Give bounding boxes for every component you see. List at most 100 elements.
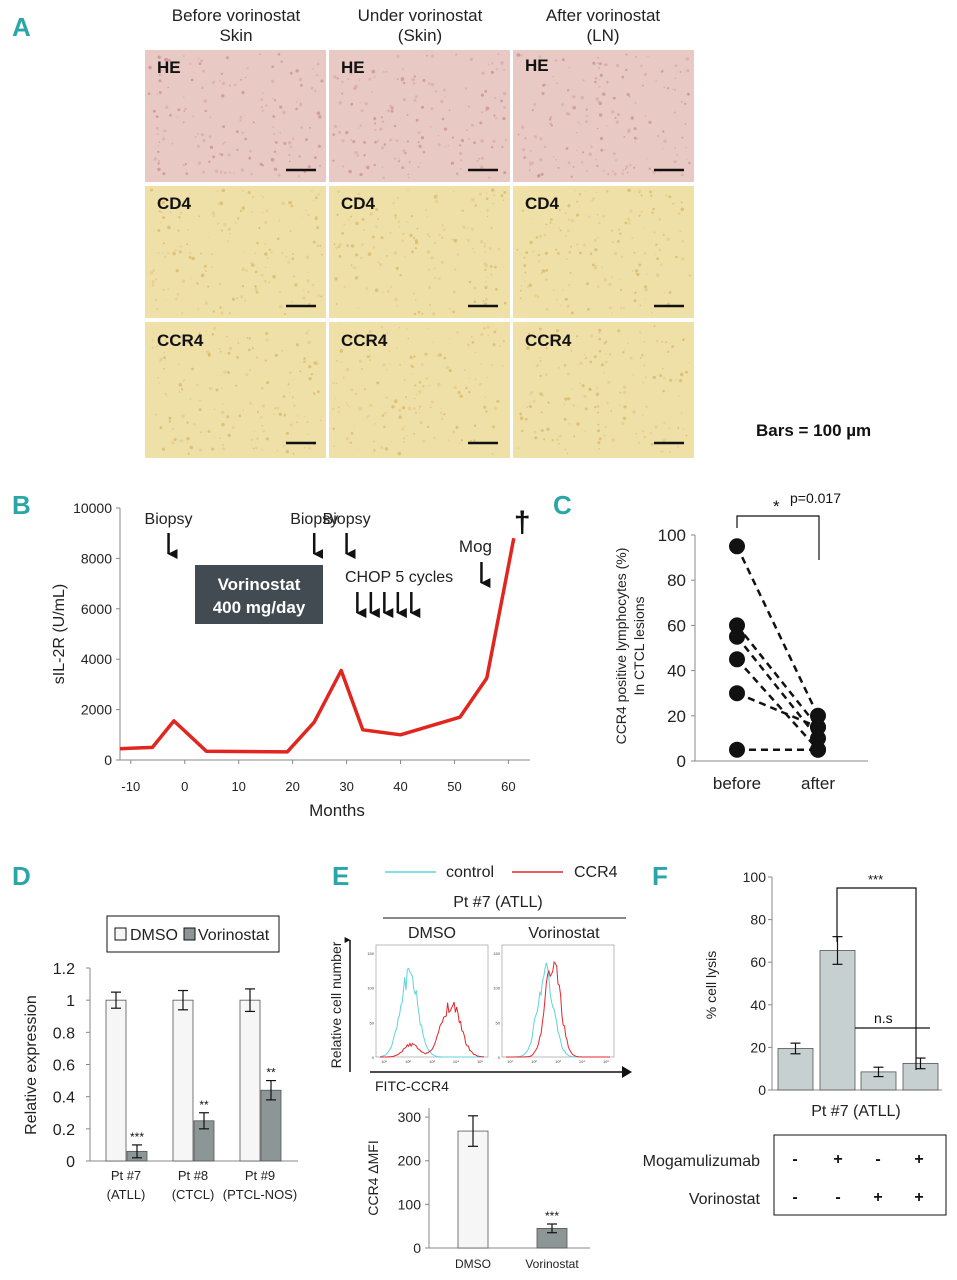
d-y-tick-label: 0.4 xyxy=(53,1090,75,1107)
tissue-speck xyxy=(262,92,264,94)
tissue-speck xyxy=(680,207,685,212)
tissue-speck xyxy=(519,297,522,300)
tissue-speck xyxy=(243,299,247,302)
tissue-speck xyxy=(226,335,228,338)
tissue-speck xyxy=(578,193,582,196)
tissue-speck xyxy=(543,83,546,87)
c-y-tick-label: 20 xyxy=(667,707,686,726)
tissue-speck xyxy=(595,191,598,193)
tissue-speck xyxy=(202,170,206,174)
tissue-speck xyxy=(440,412,443,415)
tissue-speck xyxy=(332,427,335,430)
tissue-speck xyxy=(245,373,249,377)
tissue-speck xyxy=(246,337,249,339)
tissue-speck xyxy=(381,338,385,342)
panel-c-axes xyxy=(694,535,868,762)
tissue-speck xyxy=(661,450,664,453)
tissue-speck xyxy=(654,425,658,429)
tissue-speck xyxy=(472,247,474,250)
tissue-speck xyxy=(537,295,540,299)
tissue-speck xyxy=(248,156,252,160)
tissue-speck xyxy=(401,239,405,243)
c-x-label-before: before xyxy=(713,774,761,793)
tissue-speck xyxy=(229,346,233,350)
tissue-speck xyxy=(289,230,292,232)
tissue-speck xyxy=(665,194,668,197)
tissue-speck xyxy=(598,437,602,441)
tissue-speck xyxy=(307,433,309,435)
tissue-speck xyxy=(598,349,602,353)
tissue-speck xyxy=(428,268,431,271)
tissue-speck xyxy=(382,70,385,73)
tissue-speck xyxy=(635,433,638,435)
tissue-speck xyxy=(614,116,617,119)
tissue-speck xyxy=(164,339,168,343)
tissue-speck xyxy=(660,450,662,453)
tissue-speck xyxy=(236,148,239,151)
tissue-speck xyxy=(261,448,264,451)
tissue-speck xyxy=(363,388,366,391)
col-header-after-line1: After vorinostat xyxy=(546,6,661,25)
tissue-speck xyxy=(570,350,573,352)
tissue-speck xyxy=(663,291,665,293)
tissue-speck xyxy=(603,434,606,437)
tissue-speck xyxy=(611,170,614,173)
tissue-speck xyxy=(495,68,498,71)
tissue-speck xyxy=(558,443,560,445)
tissue-speck xyxy=(471,123,474,127)
tissue-speck xyxy=(555,248,558,251)
tissue-speck xyxy=(622,385,627,389)
tissue-speck xyxy=(517,447,520,450)
tissue-speck xyxy=(568,422,571,425)
tissue-speck xyxy=(220,72,223,75)
tissue-speck xyxy=(519,412,523,416)
tissue-speck xyxy=(247,191,251,194)
e-mfi-bar xyxy=(457,1130,489,1249)
f-table-cell: - xyxy=(875,1151,880,1168)
tissue-speck xyxy=(359,359,363,363)
tissue-speck xyxy=(486,192,488,194)
tissue-speck xyxy=(612,152,616,156)
tissue-speck xyxy=(590,334,593,338)
micrograph-cd4-after xyxy=(513,186,694,318)
panel-b-axes xyxy=(119,508,530,761)
tissue-speck xyxy=(557,252,560,255)
tissue-speck xyxy=(386,332,389,334)
tissue-speck xyxy=(468,138,470,141)
tissue-speck xyxy=(158,62,161,65)
tissue-speck xyxy=(677,446,679,448)
tissue-speck xyxy=(276,449,279,452)
tissue-speck xyxy=(163,255,167,259)
tissue-speck xyxy=(167,86,169,89)
tissue-speck xyxy=(585,120,589,124)
tissue-speck xyxy=(378,262,383,267)
tissue-speck xyxy=(608,282,612,286)
tissue-speck xyxy=(503,266,505,269)
e-flow-y-tick-label: 150 xyxy=(367,951,374,956)
tissue-speck xyxy=(526,406,528,408)
tissue-speck xyxy=(471,197,475,202)
tissue-speck xyxy=(655,253,657,256)
tissue-speck xyxy=(354,84,358,89)
tissue-speck xyxy=(473,286,477,290)
d-legend-dmso: DMSO xyxy=(130,927,178,944)
tissue-speck xyxy=(676,154,678,156)
c-p-value: p=0.017 xyxy=(790,490,841,506)
tissue-speck xyxy=(183,110,185,112)
tissue-speck xyxy=(442,228,446,232)
tissue-speck xyxy=(628,222,631,225)
tissue-speck xyxy=(270,251,273,254)
tissue-speck xyxy=(205,330,207,333)
tissue-speck xyxy=(385,396,388,399)
tissue-speck xyxy=(458,442,460,444)
tissue-speck xyxy=(493,330,497,334)
tissue-speck xyxy=(272,115,276,118)
tissue-speck xyxy=(479,240,484,244)
tissue-speck xyxy=(478,158,481,160)
stain-label-he-under: HE xyxy=(341,58,365,77)
tissue-speck xyxy=(609,306,613,310)
tissue-speck xyxy=(193,423,196,426)
tissue-speck xyxy=(430,83,435,87)
tissue-speck xyxy=(151,346,154,350)
